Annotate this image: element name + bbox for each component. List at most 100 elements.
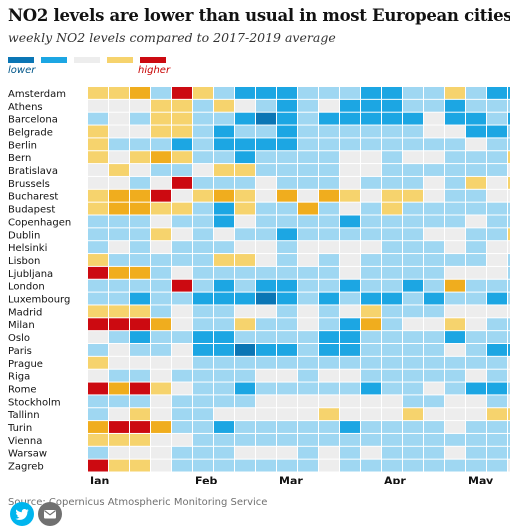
heatmap-cell: [466, 176, 486, 189]
heatmap-cell: [445, 125, 465, 138]
heatmap-cell: [298, 356, 318, 369]
heatmap-cell: [256, 344, 276, 356]
heatmap-cell: [277, 305, 297, 318]
heatmap-cell: [214, 382, 234, 395]
heatmap-cell: [487, 421, 507, 433]
heatmap-cell: [109, 176, 129, 189]
heatmap-cell: [130, 292, 150, 305]
heatmap-cell: [508, 433, 510, 446]
heatmap-cell: [172, 125, 192, 138]
heatmap-cell: [193, 189, 213, 202]
heatmap-cell: [109, 99, 129, 112]
heatmap-cell: [130, 305, 150, 318]
email-share-button[interactable]: [38, 502, 62, 526]
heatmap-cell: [235, 202, 255, 215]
heatmap-cell: [487, 125, 507, 138]
city-label: Brussels: [8, 179, 50, 190]
heatmap-cell: [235, 344, 255, 356]
heatmap-cell: [214, 408, 234, 421]
heatmap-cell: [235, 433, 255, 446]
heatmap-cell: [466, 395, 486, 408]
legend-swatch: [41, 57, 67, 63]
heatmap-cell: [298, 305, 318, 318]
heatmap-cell: [172, 241, 192, 254]
color-legend: lower higher: [8, 57, 178, 79]
heatmap-cell: [424, 318, 444, 331]
heatmap-cell: [193, 292, 213, 305]
city-label: Tallinn: [7, 410, 40, 421]
heatmap-cell: [256, 176, 276, 189]
heatmap-cell: [298, 266, 318, 279]
heatmap-cell: [130, 356, 150, 369]
heatmap-cell: [403, 344, 423, 356]
heatmap-cell: [193, 202, 213, 215]
heatmap-cell: [193, 241, 213, 254]
heatmap-cell: [508, 125, 510, 138]
heatmap-cell: [172, 189, 192, 202]
heatmap-cell: [403, 292, 423, 305]
heatmap-cell: [487, 241, 507, 254]
heatmap-cell: [340, 356, 360, 369]
heatmap-cell: [193, 176, 213, 189]
heatmap-cell: [256, 305, 276, 318]
heatmap-cell: [361, 395, 381, 408]
heatmap-cell: [109, 125, 129, 138]
heatmap-cell: [151, 395, 171, 408]
heatmap-cell: [298, 395, 318, 408]
heatmap-cell: [214, 446, 234, 459]
city-label: Zagreb: [8, 462, 44, 473]
heatmap-cell: [277, 318, 297, 331]
heatmap-cell: [508, 459, 510, 472]
heatmap-cell: [130, 433, 150, 446]
city-label: Lisbon: [8, 256, 40, 267]
heatmap-cell: [151, 202, 171, 215]
twitter-share-button[interactable]: [10, 502, 34, 526]
city-label: London: [8, 282, 45, 293]
heatmap-cell: [193, 228, 213, 241]
heatmap-cell: [214, 254, 234, 266]
city-label: Vienna: [8, 436, 42, 447]
heatmap-cell: [508, 279, 510, 292]
heatmap-cell: [487, 331, 507, 343]
heatmap-cell: [88, 151, 108, 164]
heatmap-cell: [235, 164, 255, 176]
heatmap-cell: [340, 279, 360, 292]
heatmap-cell: [424, 254, 444, 266]
heatmap-cell: [130, 99, 150, 112]
heatmap-cell: [340, 369, 360, 382]
heatmap-cell: [340, 125, 360, 138]
heatmap-cell: [151, 254, 171, 266]
heatmap-cell: [130, 279, 150, 292]
heatmap-cell: [193, 459, 213, 472]
heatmap-cell: [340, 408, 360, 421]
legend-swatch: [74, 57, 100, 63]
heatmap-cell: [214, 125, 234, 138]
heatmap-cell: [340, 305, 360, 318]
heatmap-cell: [256, 151, 276, 164]
heatmap-cell: [361, 176, 381, 189]
heatmap-cell: [340, 112, 360, 125]
heatmap-cell: [109, 318, 129, 331]
heatmap-cell: [403, 138, 423, 151]
heatmap-cell: [424, 408, 444, 421]
heatmap-cell: [319, 356, 339, 369]
heatmap-cell: [319, 254, 339, 266]
heatmap-cell: [151, 228, 171, 241]
heatmap-cell: [382, 164, 402, 176]
heatmap-cell: [319, 202, 339, 215]
heatmap-cell: [487, 202, 507, 215]
heatmap-cell: [445, 331, 465, 343]
heatmap-cell: [340, 138, 360, 151]
heatmap-cell: [445, 112, 465, 125]
heatmap-cell: [298, 241, 318, 254]
heatmap-cell: [214, 176, 234, 189]
heatmap-cell: [193, 421, 213, 433]
heatmap-cell: [361, 318, 381, 331]
heatmap-cell: [340, 433, 360, 446]
heatmap-cell: [172, 87, 192, 99]
legend-swatch: [140, 57, 166, 63]
heatmap-cell: [319, 369, 339, 382]
heatmap-cell: [466, 356, 486, 369]
heatmap-cell: [256, 331, 276, 343]
heatmap-cell: [172, 369, 192, 382]
